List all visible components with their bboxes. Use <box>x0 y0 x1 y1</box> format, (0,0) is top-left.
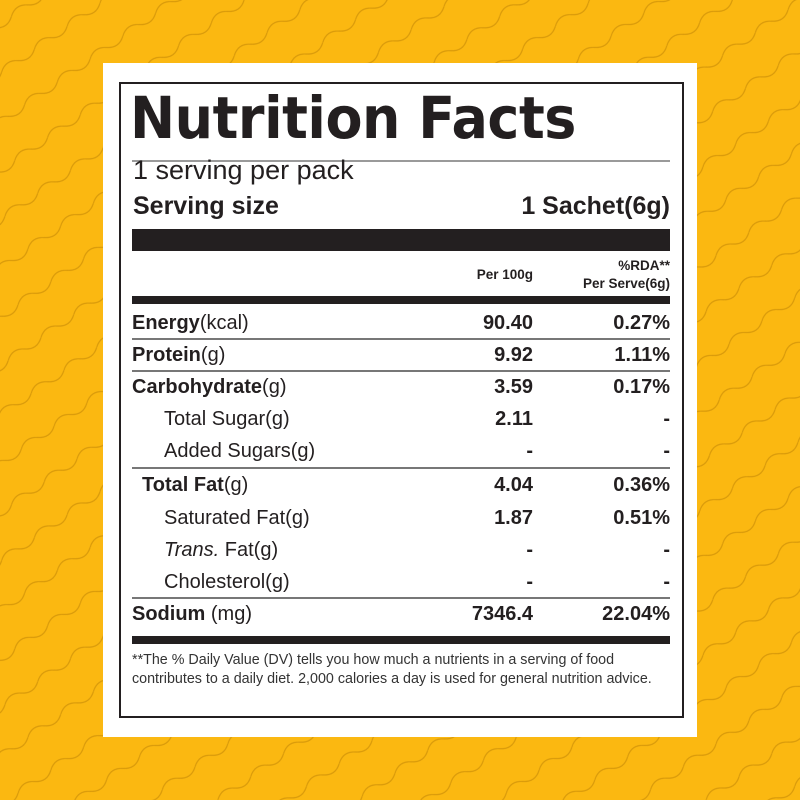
nutrient-name: Total Fat(g) <box>142 474 248 497</box>
value-rda: 0.36% <box>613 474 670 496</box>
value-rda: 0.17% <box>613 376 670 398</box>
thick-bar <box>132 229 670 251</box>
nutrient-name: Energy(kcal) <box>132 312 249 335</box>
nutrient-unit: (g) <box>200 344 226 366</box>
nutrient-unit: (mg) <box>205 603 253 625</box>
nutrient-name-bold: Total Fat <box>142 474 224 496</box>
nutrient-name-italic: Trans. <box>164 539 220 561</box>
nutrient-row: Total Fat(g) 4.04 0.36% <box>132 469 670 501</box>
thick-bar <box>132 296 670 304</box>
column-rda-line1: %RDA** <box>618 258 670 273</box>
nutrient-unit: Saturated Fat(g) <box>164 507 310 529</box>
value-per100g: 9.92 <box>494 344 533 366</box>
value-per100g: - <box>526 440 533 462</box>
value-rda: 1.11% <box>614 344 670 366</box>
nutrient-name: Cholesterol(g) <box>164 571 290 594</box>
nutrient-name: Carbohydrate(g) <box>132 376 286 399</box>
row-divider <box>132 597 670 599</box>
value-rda: 22.04% <box>602 603 670 625</box>
nutrient-row: Sodium (mg) 7346.4 22.04% <box>132 598 670 630</box>
nutrient-row: Cholesterol(g) - - <box>132 566 670 598</box>
column-per100g: Per 100g <box>476 267 533 282</box>
nutrient-name: Trans. Fat(g) <box>164 539 278 562</box>
label-border <box>119 82 684 718</box>
nutrient-row: Total Sugar(g) 2.11 - <box>132 403 670 435</box>
nutrient-name: Protein(g) <box>132 344 225 367</box>
nutrient-unit: Added Sugars(g) <box>164 440 316 462</box>
value-rda: - <box>663 408 670 430</box>
value-rda: 0.51% <box>613 507 670 529</box>
column-rda-line2: Per Serve(6g) <box>582 276 670 291</box>
nutrient-unit: Fat(g) <box>219 539 279 561</box>
row-divider <box>132 338 670 340</box>
label-card <box>103 63 697 737</box>
value-per100g: 2.11 <box>495 408 533 430</box>
value-per100g: 4.04 <box>494 474 533 496</box>
nutrient-name-bold: Sodium <box>132 603 206 625</box>
nutrient-unit: (g) <box>262 376 287 398</box>
divider <box>132 160 670 162</box>
nutrient-row: Added Sugars(g) - - <box>132 435 670 467</box>
value-per100g: 7346.4 <box>471 603 533 625</box>
nutrient-unit: Total Sugar(g) <box>164 408 290 430</box>
title: Nutrition Facts <box>130 84 576 152</box>
row-divider <box>132 467 670 469</box>
nutrient-name-bold: Protein <box>132 344 201 366</box>
value-rda: - <box>663 571 670 593</box>
column-rda: %RDA** Per Serve(6g) <box>583 257 670 293</box>
nutrient-row: Carbohydrate(g) 3.59 0.17% <box>132 371 670 403</box>
nutrient-row: Protein(g) 9.92 1.11% <box>132 339 670 371</box>
nutrient-name: Saturated Fat(g) <box>164 507 310 530</box>
value-per100g: - <box>526 539 533 561</box>
nutrient-name: Sodium (mg) <box>132 603 252 626</box>
value-rda: - <box>663 539 670 561</box>
footnote: **The % Daily Value (DV) tells you how m… <box>132 652 652 687</box>
nutrient-name: Added Sugars(g) <box>164 440 315 463</box>
value-per100g: 90.40 <box>482 312 533 334</box>
nutrient-unit: Cholesterol(g) <box>164 571 290 593</box>
nutrient-unit: (g) <box>223 474 249 496</box>
value-rda: - <box>663 440 670 462</box>
nutrient-unit: (kcal) <box>199 312 249 334</box>
nutrient-row: Trans. Fat(g) - - <box>132 534 670 566</box>
servings-per-pack: 1 serving per pack <box>133 155 354 185</box>
serving-size-label: Serving size <box>133 192 279 220</box>
value-rda: 0.27% <box>613 312 670 334</box>
row-divider <box>132 370 670 372</box>
value-per100g: 3.59 <box>494 376 533 398</box>
nutrient-name-bold: Carbohydrate <box>132 376 263 398</box>
thick-bar <box>132 636 670 644</box>
value-per100g: 1.87 <box>494 507 533 529</box>
nutrient-row: Saturated Fat(g) 1.87 0.51% <box>132 502 670 534</box>
nutrient-name-bold: Energy <box>132 312 200 334</box>
nutrient-row: Energy(kcal) 90.40 0.27% <box>132 307 670 339</box>
serving-size-value: 1 Sachet(6g) <box>521 192 670 220</box>
nutrient-name: Total Sugar(g) <box>164 408 290 431</box>
value-per100g: - <box>526 571 533 593</box>
